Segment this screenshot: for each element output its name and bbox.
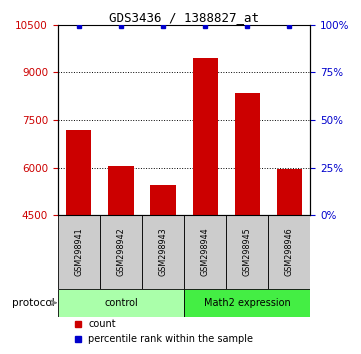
Bar <box>108 166 134 215</box>
Bar <box>235 93 260 215</box>
Text: percentile rank within the sample: percentile rank within the sample <box>88 334 253 344</box>
Bar <box>184 215 226 289</box>
Bar <box>58 289 184 316</box>
Bar <box>142 215 184 289</box>
Bar <box>151 185 176 215</box>
Text: protocol: protocol <box>13 298 55 308</box>
Bar <box>192 58 218 215</box>
Bar <box>66 130 91 215</box>
Bar <box>277 169 302 215</box>
Bar <box>100 215 142 289</box>
Text: GSM298944: GSM298944 <box>201 228 210 276</box>
Title: GDS3436 / 1388827_at: GDS3436 / 1388827_at <box>109 11 259 24</box>
Text: Math2 expression: Math2 expression <box>204 298 291 308</box>
Text: control: control <box>104 298 138 308</box>
Bar <box>58 215 100 289</box>
Text: GSM298945: GSM298945 <box>243 228 252 276</box>
Text: GSM298946: GSM298946 <box>285 228 294 276</box>
Bar <box>184 289 310 316</box>
Text: count: count <box>88 319 116 329</box>
Bar <box>226 215 268 289</box>
Text: GSM298943: GSM298943 <box>158 228 168 276</box>
Text: GSM298942: GSM298942 <box>117 228 125 276</box>
Bar <box>268 215 310 289</box>
Text: GSM298941: GSM298941 <box>74 228 83 276</box>
